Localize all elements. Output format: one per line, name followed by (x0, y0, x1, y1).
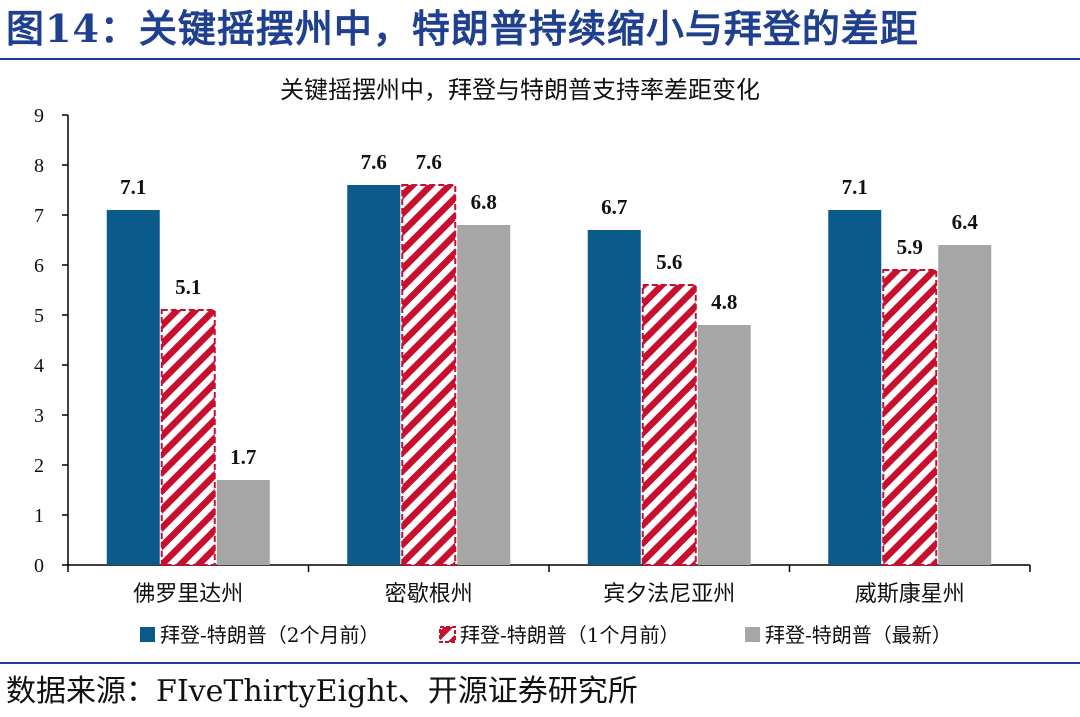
legend-label: 拜登-特朗普（2个月前） (160, 623, 379, 647)
bar-series-1 (828, 210, 882, 565)
bar-series-3 (216, 480, 270, 565)
y-tick-label: 4 (34, 355, 44, 377)
bar-chart: 关键摇摆州中，拜登与特朗普支持率差距变化 0 1 2 3 4 5 6 7 8 9 佛罗里达州 密歇根… (34, 76, 1031, 647)
value-label: 6.7 (601, 195, 627, 219)
legend: 拜登-特朗普（2个月前） 拜登-特朗普（1个月前） 拜登-特朗普（最新） (140, 623, 952, 647)
bars (106, 184, 992, 566)
value-label: 6.4 (952, 210, 979, 234)
category-label: 密歇根州 (385, 582, 473, 607)
bar-series-1 (347, 185, 401, 565)
value-label: 7.1 (120, 175, 146, 199)
bar-series-2 (641, 284, 697, 566)
category-label: 威斯康星州 (855, 582, 965, 607)
y-tick-label: 2 (34, 455, 44, 477)
value-label: 7.6 (416, 150, 442, 174)
bar-series-1 (587, 230, 641, 565)
value-label: 5.6 (656, 250, 682, 274)
y-tick-label: 0 (34, 555, 44, 577)
value-label: 7.1 (842, 175, 868, 199)
legend-label: 拜登-特朗普（1个月前） (460, 623, 679, 647)
value-label: 5.1 (175, 275, 201, 299)
y-tick-label: 3 (34, 405, 44, 427)
bar-series-3 (457, 225, 511, 565)
category-label: 佛罗里达州 (133, 582, 243, 607)
value-label: 1.7 (230, 445, 256, 469)
y-tick-label: 9 (34, 105, 44, 127)
x-axis: 佛罗里达州 密歇根州 宾夕法尼亚州 威斯康星州 (67, 564, 1031, 607)
legend-swatch-3 (745, 627, 760, 642)
value-label: 4.8 (711, 290, 737, 314)
y-tick-label: 7 (34, 205, 44, 227)
value-labels: 7.1 7.6 6.7 7.1 5.1 7.6 5.6 5.9 1.7 6.8 4.8 6.4 (120, 150, 978, 469)
legend-swatch-2 (439, 626, 456, 643)
bar-series-3 (938, 245, 992, 565)
bar-series-1 (106, 210, 160, 565)
y-tick-label: 5 (34, 305, 44, 327)
bottom-divider (0, 662, 1080, 664)
bar-series-2 (882, 269, 938, 566)
value-label: 5.9 (897, 235, 923, 259)
top-divider (0, 58, 1080, 60)
bar-series-2 (160, 309, 216, 566)
value-label: 6.8 (471, 190, 497, 214)
y-axis: 0 1 2 3 4 5 6 7 8 9 (34, 105, 69, 577)
category-label: 宾夕法尼亚州 (603, 582, 735, 607)
legend-swatch-1 (140, 627, 155, 642)
bar-series-3 (697, 325, 751, 565)
chart-title: 关键摇摆州中，拜登与特朗普支持率差距变化 (280, 76, 760, 104)
source-note: 数据来源：FIveThirtyEight、开源证券研究所 (6, 674, 638, 709)
y-tick-label: 1 (34, 505, 44, 527)
legend-label: 拜登-特朗普（最新） (765, 623, 952, 647)
y-tick-label: 6 (34, 255, 44, 277)
y-tick-label: 8 (34, 155, 44, 177)
figure-title: 图14：关键摇摆州中，特朗普持续缩小与拜登的差距 (6, 6, 919, 51)
value-label: 7.6 (361, 150, 387, 174)
bar-series-2 (401, 184, 457, 566)
